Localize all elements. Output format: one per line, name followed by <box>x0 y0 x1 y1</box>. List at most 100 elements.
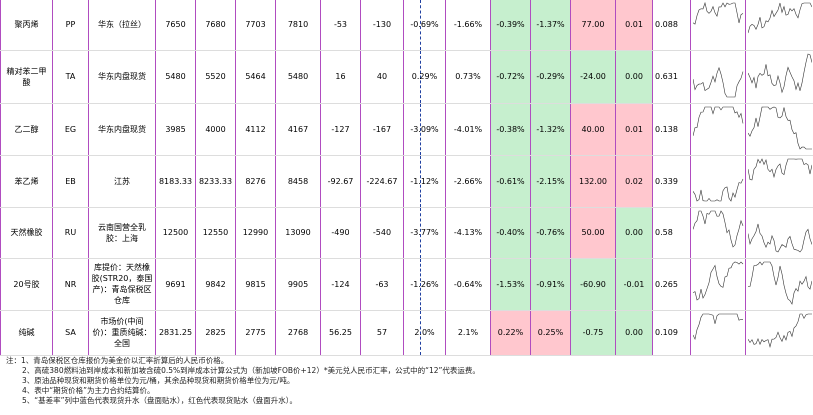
cell-text: -1.37% <box>536 20 565 30</box>
cell: 12990 <box>235 207 276 259</box>
cell: -3.77% <box>403 207 446 259</box>
cell: 12550 <box>195 207 236 259</box>
cell-text: -0.61% <box>496 176 525 186</box>
cell: -130 <box>360 0 404 51</box>
cell: 0.631 <box>652 50 691 104</box>
bar-axis <box>420 258 422 309</box>
cell-text: -1.53% <box>496 279 525 289</box>
sparkline-line <box>692 2 744 25</box>
cell: 8183.33 <box>155 155 196 208</box>
cell-text: -167 <box>372 124 392 134</box>
cell-text: 0.29% <box>411 72 438 81</box>
sparkline-cell <box>745 310 813 356</box>
cell-text: -224.67 <box>366 176 398 186</box>
cell-text: PP <box>65 20 76 30</box>
sparkline-cell <box>745 258 813 311</box>
sparkline-cell <box>690 155 746 208</box>
cell: 0.088 <box>652 0 691 51</box>
cell-text: -490 <box>331 228 350 237</box>
cell-text: 4000 <box>205 124 226 134</box>
cell-text: -0.01 <box>623 279 645 289</box>
cell: -0.39% <box>490 0 531 51</box>
cell: 8276 <box>235 155 276 208</box>
cell: 13090 <box>275 207 321 259</box>
cell-text: 40.00 <box>581 124 605 134</box>
cell-text: 3985 <box>165 124 186 134</box>
footnote: 3、原油品种现货和期货价格单位为元/桶，其余品种现货和期货价格单位为元/吨。 <box>22 375 295 385</box>
cell-text: 0.02 <box>625 176 643 186</box>
cell: 5520 <box>195 50 236 104</box>
sparkline-cell <box>690 258 746 311</box>
cell-text: -540 <box>372 228 392 237</box>
cell: -0.40% <box>490 207 531 259</box>
cell: 2775 <box>235 310 276 356</box>
cell: -0.01 <box>615 258 653 311</box>
cell-text: 8233.33 <box>198 176 233 186</box>
cell: -1.37% <box>530 0 571 51</box>
cell-text: 7680 <box>205 20 226 30</box>
cell-text: 0.01 <box>625 124 643 134</box>
bar-axis <box>420 50 422 102</box>
cell: -1.26% <box>403 258 446 311</box>
sparkline-line <box>747 106 812 150</box>
cell: 3985 <box>155 103 196 156</box>
cell-text: 江苏 <box>114 176 130 186</box>
sparkline-line <box>747 313 812 348</box>
sparkline-line <box>747 53 813 93</box>
cell-text: -92.67 <box>327 176 354 186</box>
cell-text: 2831.25 <box>158 328 193 337</box>
cell-text: 9905 <box>287 279 309 289</box>
sparkline-line <box>747 223 813 252</box>
cell-text: 50.00 <box>581 228 605 237</box>
cell-text: 天然橡胶 <box>10 228 43 237</box>
footnote: 4、表中“期货价格”为主力合约结算价。 <box>22 385 155 395</box>
cell: 苯乙烯 <box>0 155 53 208</box>
sparkline-line <box>747 261 813 305</box>
cell-text: -127 <box>331 124 350 134</box>
cell: -1.32% <box>530 103 571 156</box>
cell: 12500 <box>155 207 196 259</box>
cell: -2.15% <box>530 155 571 208</box>
cell: -24.00 <box>570 50 616 104</box>
sparkline-cell <box>690 310 746 356</box>
cell: 精对苯二甲酸 <box>0 50 53 104</box>
cell: 2768 <box>275 310 321 356</box>
sparkline-cell <box>690 207 746 259</box>
cell-text: 精对苯二甲酸 <box>6 66 47 87</box>
cell: -92.67 <box>320 155 361 208</box>
cell-text: -130 <box>372 20 392 30</box>
sparkline-cell <box>745 207 813 259</box>
cell: -0.69% <box>403 0 446 51</box>
cell: -0.38% <box>490 103 531 156</box>
cell-text: 7810 <box>287 20 309 30</box>
cell: 9905 <box>275 258 321 311</box>
table-row: 精对苯二甲酸 TA 华东内盘现货 5480 5520 5464 5480 16 40 0.29% 0… <box>0 50 813 104</box>
cell-text: -1.26% <box>410 279 439 289</box>
cell-text: 0.088 <box>655 20 678 30</box>
cell: 16 <box>320 50 361 104</box>
cell-text: -0.40% <box>496 228 525 237</box>
cell-text: 132.00 <box>579 176 607 186</box>
cell: 0.58 <box>652 207 691 259</box>
cell-text: -2.66% <box>453 176 483 186</box>
cell-text: -24.00 <box>580 72 606 81</box>
cell-text: EG <box>64 124 77 134</box>
cell: TA <box>52 50 89 104</box>
sparkline-cell <box>745 0 813 51</box>
cell-text: -0.39% <box>496 20 525 30</box>
cell: 库提价：天然橡胶(STR20，泰国产)：青岛保税区仓库 <box>88 258 156 311</box>
footnote: 注：1、青岛保税区仓库报价为美金价以汇率折算后的人民币价格。 <box>6 355 229 365</box>
cell: 5480 <box>155 50 196 104</box>
cell: -124 <box>320 258 361 311</box>
cell-text: 57 <box>376 328 388 337</box>
bar-axis <box>420 310 422 354</box>
cell: -224.67 <box>360 155 404 208</box>
cell-text: -1.32% <box>536 124 565 134</box>
cell-text: -0.64% <box>453 279 483 289</box>
cell: -0.72% <box>490 50 531 104</box>
sparkline <box>747 313 812 348</box>
cell: 天然橡胶 <box>0 207 53 259</box>
sparkline <box>747 2 813 34</box>
cell-text: 乙二醇 <box>14 124 39 134</box>
cell-text: 5464 <box>245 72 266 81</box>
